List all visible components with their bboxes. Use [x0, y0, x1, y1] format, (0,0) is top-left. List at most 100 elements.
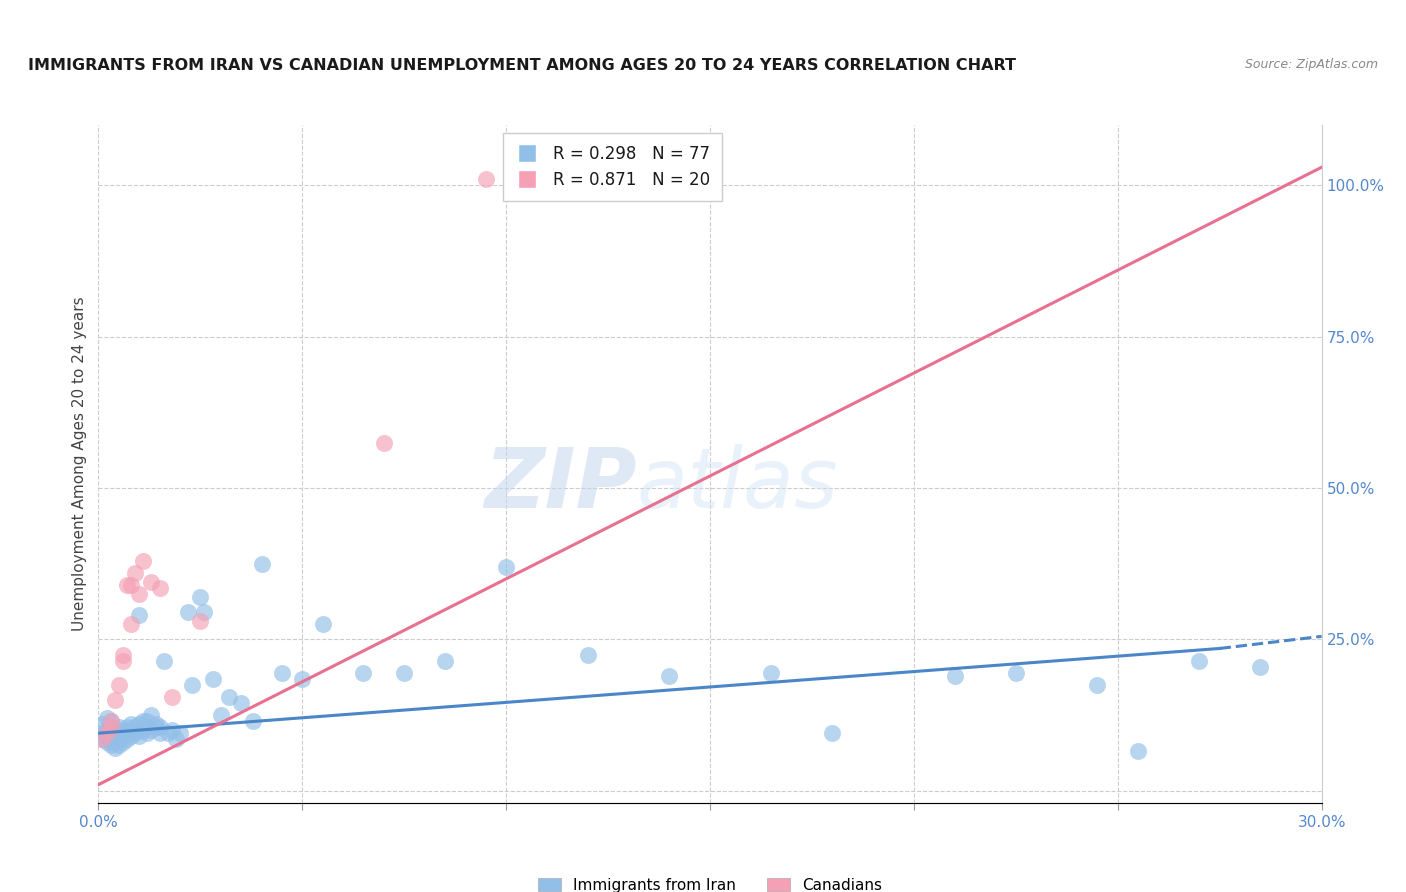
Point	[761, 665, 783, 680]
Point	[120, 723, 142, 738]
Point	[108, 732, 131, 747]
Point	[658, 669, 681, 683]
Point	[177, 605, 200, 619]
Point	[108, 678, 131, 692]
Point	[165, 732, 187, 747]
Point	[136, 720, 159, 734]
Point	[96, 711, 118, 725]
Point	[100, 726, 122, 740]
Point	[145, 720, 167, 734]
Point	[1085, 678, 1108, 692]
Point	[132, 714, 155, 728]
Point	[120, 717, 142, 731]
Point	[128, 587, 150, 601]
Point	[96, 723, 118, 738]
Point	[141, 708, 163, 723]
Point	[104, 693, 127, 707]
Point	[352, 665, 374, 680]
Point	[943, 669, 966, 683]
Point	[111, 648, 134, 662]
Point	[128, 717, 150, 731]
Point	[291, 672, 314, 686]
Point	[104, 723, 127, 738]
Point	[231, 696, 253, 710]
Legend: Immigrants from Iran, Canadians: Immigrants from Iran, Canadians	[531, 871, 889, 892]
Point	[169, 726, 191, 740]
Point	[111, 654, 134, 668]
Point	[91, 726, 114, 740]
Point	[115, 726, 138, 740]
Point	[124, 720, 146, 734]
Point	[104, 735, 127, 749]
Point	[1004, 665, 1026, 680]
Point	[392, 665, 416, 680]
Point	[100, 739, 122, 753]
Point	[96, 735, 118, 749]
Point	[111, 735, 134, 749]
Point	[193, 605, 215, 619]
Point	[100, 720, 122, 734]
Point	[120, 578, 142, 592]
Point	[108, 720, 131, 734]
Point	[160, 690, 183, 704]
Point	[91, 732, 114, 747]
Point	[149, 726, 172, 740]
Point	[128, 729, 150, 743]
Point	[312, 617, 335, 632]
Point	[141, 574, 163, 589]
Point	[104, 741, 127, 756]
Point	[188, 614, 212, 628]
Point	[96, 729, 118, 743]
Point	[152, 654, 174, 668]
Point	[1128, 744, 1150, 758]
Point	[160, 723, 183, 738]
Point	[149, 581, 172, 595]
Point	[821, 726, 844, 740]
Point	[136, 726, 159, 740]
Point	[474, 172, 498, 186]
Y-axis label: Unemployment Among Ages 20 to 24 years: Unemployment Among Ages 20 to 24 years	[72, 296, 87, 632]
Point	[120, 729, 142, 743]
Point	[124, 566, 146, 580]
Point	[91, 732, 114, 747]
Point	[373, 435, 395, 450]
Point	[108, 726, 131, 740]
Point	[1188, 654, 1211, 668]
Text: ZIP: ZIP	[484, 443, 637, 524]
Point	[270, 665, 294, 680]
Point	[242, 714, 264, 728]
Point	[100, 714, 122, 728]
Point	[188, 590, 212, 604]
Text: Source: ZipAtlas.com: Source: ZipAtlas.com	[1244, 58, 1378, 71]
Point	[218, 690, 240, 704]
Point	[156, 726, 179, 740]
Point	[111, 723, 134, 738]
Point	[104, 729, 127, 743]
Point	[495, 559, 517, 574]
Point	[149, 720, 172, 734]
Point	[434, 654, 457, 668]
Point	[120, 617, 142, 632]
Point	[100, 714, 122, 728]
Point	[201, 672, 224, 686]
Point	[1249, 659, 1271, 673]
Point	[115, 720, 138, 734]
Point	[141, 723, 163, 738]
Point	[108, 739, 131, 753]
Text: IMMIGRANTS FROM IRAN VS CANADIAN UNEMPLOYMENT AMONG AGES 20 TO 24 YEARS CORRELAT: IMMIGRANTS FROM IRAN VS CANADIAN UNEMPLO…	[28, 58, 1017, 73]
Point	[136, 714, 159, 728]
Point	[132, 723, 155, 738]
Point	[96, 726, 118, 740]
Point	[100, 720, 122, 734]
Point	[132, 554, 155, 568]
Point	[145, 717, 167, 731]
Point	[576, 648, 599, 662]
Point	[115, 578, 138, 592]
Point	[111, 729, 134, 743]
Point	[91, 717, 114, 731]
Point	[100, 732, 122, 747]
Point	[128, 608, 150, 623]
Point	[209, 708, 232, 723]
Text: atlas: atlas	[637, 443, 838, 524]
Point	[181, 678, 204, 692]
